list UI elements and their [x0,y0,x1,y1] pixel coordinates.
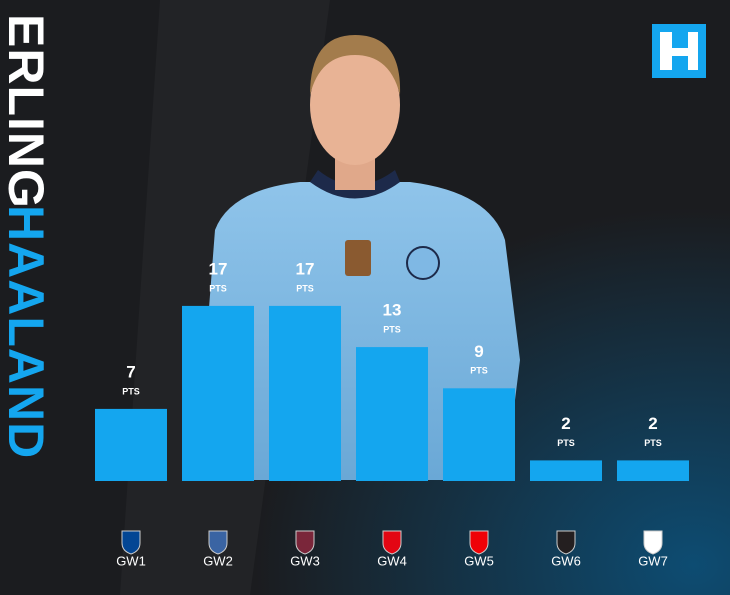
value-label: 2 [648,414,657,433]
value-label: 17 [296,259,315,278]
value-label: 9 [474,342,483,361]
club-crest [556,530,576,555]
x-tick-label: GW6 [551,553,581,568]
club-crest [382,530,402,555]
x-tick-label: GW5 [464,553,494,568]
x-tick-label: GW1 [116,553,146,568]
x-tick-label: GW4 [377,553,407,568]
club-crest [208,530,228,555]
bar [617,460,689,481]
x-tick-label: GW3 [290,553,320,568]
club-crest [121,530,141,555]
bar [530,460,602,481]
club-crest [295,530,315,555]
value-label: 17 [209,259,228,278]
value-unit: PTS [383,324,401,334]
crests [121,530,663,555]
bar [269,305,341,481]
x-tick-label: GW2 [203,553,233,568]
value-unit: PTS [209,283,227,293]
value-unit: PTS [470,366,488,376]
brand-logo [652,24,706,78]
value-label: 13 [383,301,402,320]
x-tick-label: GW7 [638,553,668,568]
title-first: ERLING [0,14,54,209]
club-crest [469,530,489,555]
value-unit: PTS [122,386,140,396]
bar [443,388,515,481]
value-unit: PTS [557,438,575,448]
value-label: 7 [126,362,135,381]
bar [95,408,167,481]
bar [356,347,428,481]
bar [182,305,254,481]
title-last: HAALAND [0,205,54,459]
value-unit: PTS [644,438,662,448]
value-label: 2 [561,414,570,433]
value-unit: PTS [296,283,314,293]
club-crest [643,530,663,555]
